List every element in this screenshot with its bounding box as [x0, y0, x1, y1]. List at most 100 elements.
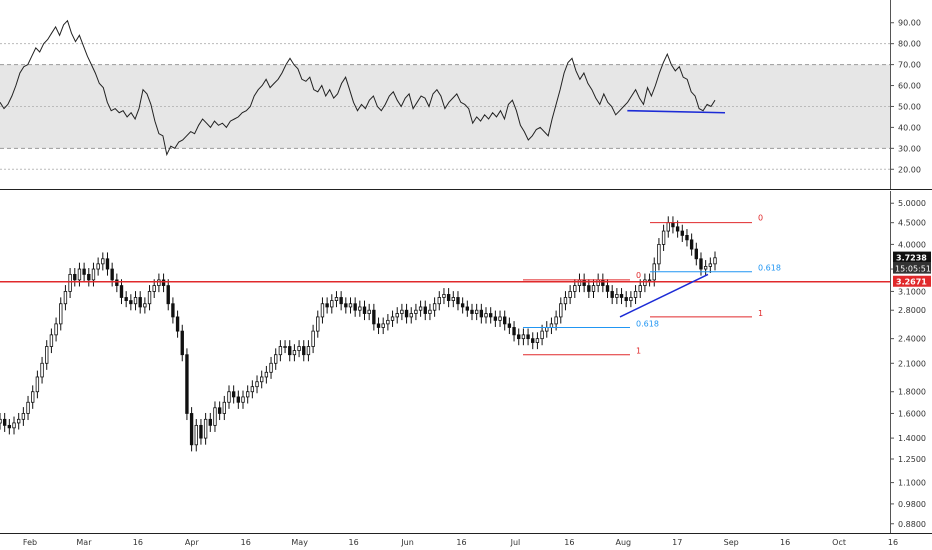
candle-body: [474, 309, 479, 314]
price-tick-label: 1.6000: [898, 409, 926, 418]
candle-body: [386, 319, 390, 325]
candle-body: [404, 309, 409, 318]
candle-body: [35, 376, 40, 393]
x-tick-label: May: [291, 538, 308, 547]
candle-body: [376, 323, 381, 328]
price-tick-label: 0.8800: [898, 520, 926, 529]
x-tick-label: 16: [780, 538, 790, 547]
candle-body: [105, 258, 110, 270]
candle-body: [545, 327, 549, 332]
candle-body: [185, 354, 189, 414]
price-tick-label: 5.0000: [898, 199, 926, 208]
candle-body: [344, 303, 348, 308]
candle-body: [418, 306, 423, 311]
candle-body: [264, 371, 269, 378]
countdown-badge: [893, 262, 931, 274]
candle-body: [311, 330, 315, 347]
candle-body: [54, 323, 58, 336]
candle-body: [689, 239, 694, 250]
candle-body: [358, 306, 362, 311]
candle-body: [166, 285, 170, 305]
candle-body: [367, 309, 371, 314]
candle-body: [446, 294, 451, 301]
price-tick-label: 1.1000: [898, 479, 926, 488]
x-tick-label: 16: [133, 538, 143, 547]
rsi-tick-label: 30.00: [898, 144, 921, 153]
candle-body: [17, 418, 21, 424]
candle-body: [470, 309, 474, 314]
candle-body: [629, 297, 633, 301]
x-tick-label: 17: [672, 538, 682, 547]
candle-body: [320, 303, 325, 318]
candle-body: [325, 303, 329, 308]
candle-body: [59, 303, 63, 325]
candle-body: [498, 316, 502, 321]
candle-body: [526, 334, 530, 340]
countdown-label: 15:05:51: [895, 265, 931, 274]
candle-body: [217, 407, 222, 414]
candle-body: [152, 285, 156, 292]
candle-body: [348, 303, 353, 308]
price-tick-label: 2.8000: [898, 306, 926, 315]
candle-body: [119, 285, 124, 298]
candle-body: [423, 306, 427, 314]
fib-upper-mid-label: 0.618: [758, 264, 781, 273]
candle-body: [157, 279, 161, 286]
candle-body: [7, 424, 12, 429]
candle-body: [241, 396, 245, 403]
candle-body: [587, 285, 591, 292]
price-pane[interactable]: 0 0.618 1 0 0.618 1: [0, 214, 890, 452]
candle-body: [484, 313, 488, 318]
x-tick-label: Mar: [76, 538, 92, 547]
candle-body: [615, 294, 619, 298]
last-price-label: 3.7238: [896, 254, 927, 263]
candle-body: [288, 346, 292, 356]
fib-upper-zero-label: 0: [758, 214, 763, 223]
candle-body: [657, 244, 661, 265]
candle-body: [535, 338, 540, 343]
x-tick-label: 16: [456, 538, 466, 547]
candle-body: [175, 316, 180, 332]
candle-body: [605, 285, 610, 292]
candle-body: [292, 350, 297, 356]
candle-body: [194, 424, 198, 446]
candle-body: [456, 297, 460, 305]
candle-body: [278, 346, 283, 356]
candle-body: [353, 303, 357, 311]
rsi-tick-label: 80.00: [898, 40, 921, 49]
fib-upper-one-label: 1: [758, 309, 763, 318]
price-trendline: [619, 273, 709, 318]
candle-body: [601, 279, 605, 286]
candle-body: [77, 268, 82, 281]
candle-body: [451, 297, 455, 301]
candle-body: [577, 279, 582, 286]
candle-body: [512, 327, 516, 336]
candle-body: [180, 330, 184, 356]
candle-body: [372, 309, 376, 325]
candle-body: [638, 285, 642, 292]
candle-body: [460, 303, 465, 308]
candle-body: [390, 316, 395, 321]
candle-body: [465, 306, 470, 311]
candle-body: [624, 297, 628, 301]
price-tick-label: 4.0000: [898, 240, 926, 249]
rsi-tick-label: 40.00: [898, 123, 921, 132]
candle-body: [133, 297, 138, 305]
candle-body: [203, 418, 208, 439]
candle-body: [647, 279, 652, 282]
candle-body: [339, 297, 343, 305]
candle-body: [685, 235, 689, 241]
x-tick-label: 16: [888, 538, 898, 547]
price-tick-label: 0.9800: [898, 500, 926, 509]
candle-body: [245, 391, 250, 398]
candle-body: [302, 346, 306, 356]
candle-body: [269, 362, 273, 373]
price-tick-label: 1.8000: [898, 388, 926, 397]
candle-body: [619, 294, 624, 298]
candle-body: [563, 297, 568, 305]
candle-body: [334, 297, 339, 301]
level-price-label: 3.2671: [896, 278, 927, 287]
candle-body: [573, 285, 577, 292]
candle-body: [199, 424, 203, 439]
